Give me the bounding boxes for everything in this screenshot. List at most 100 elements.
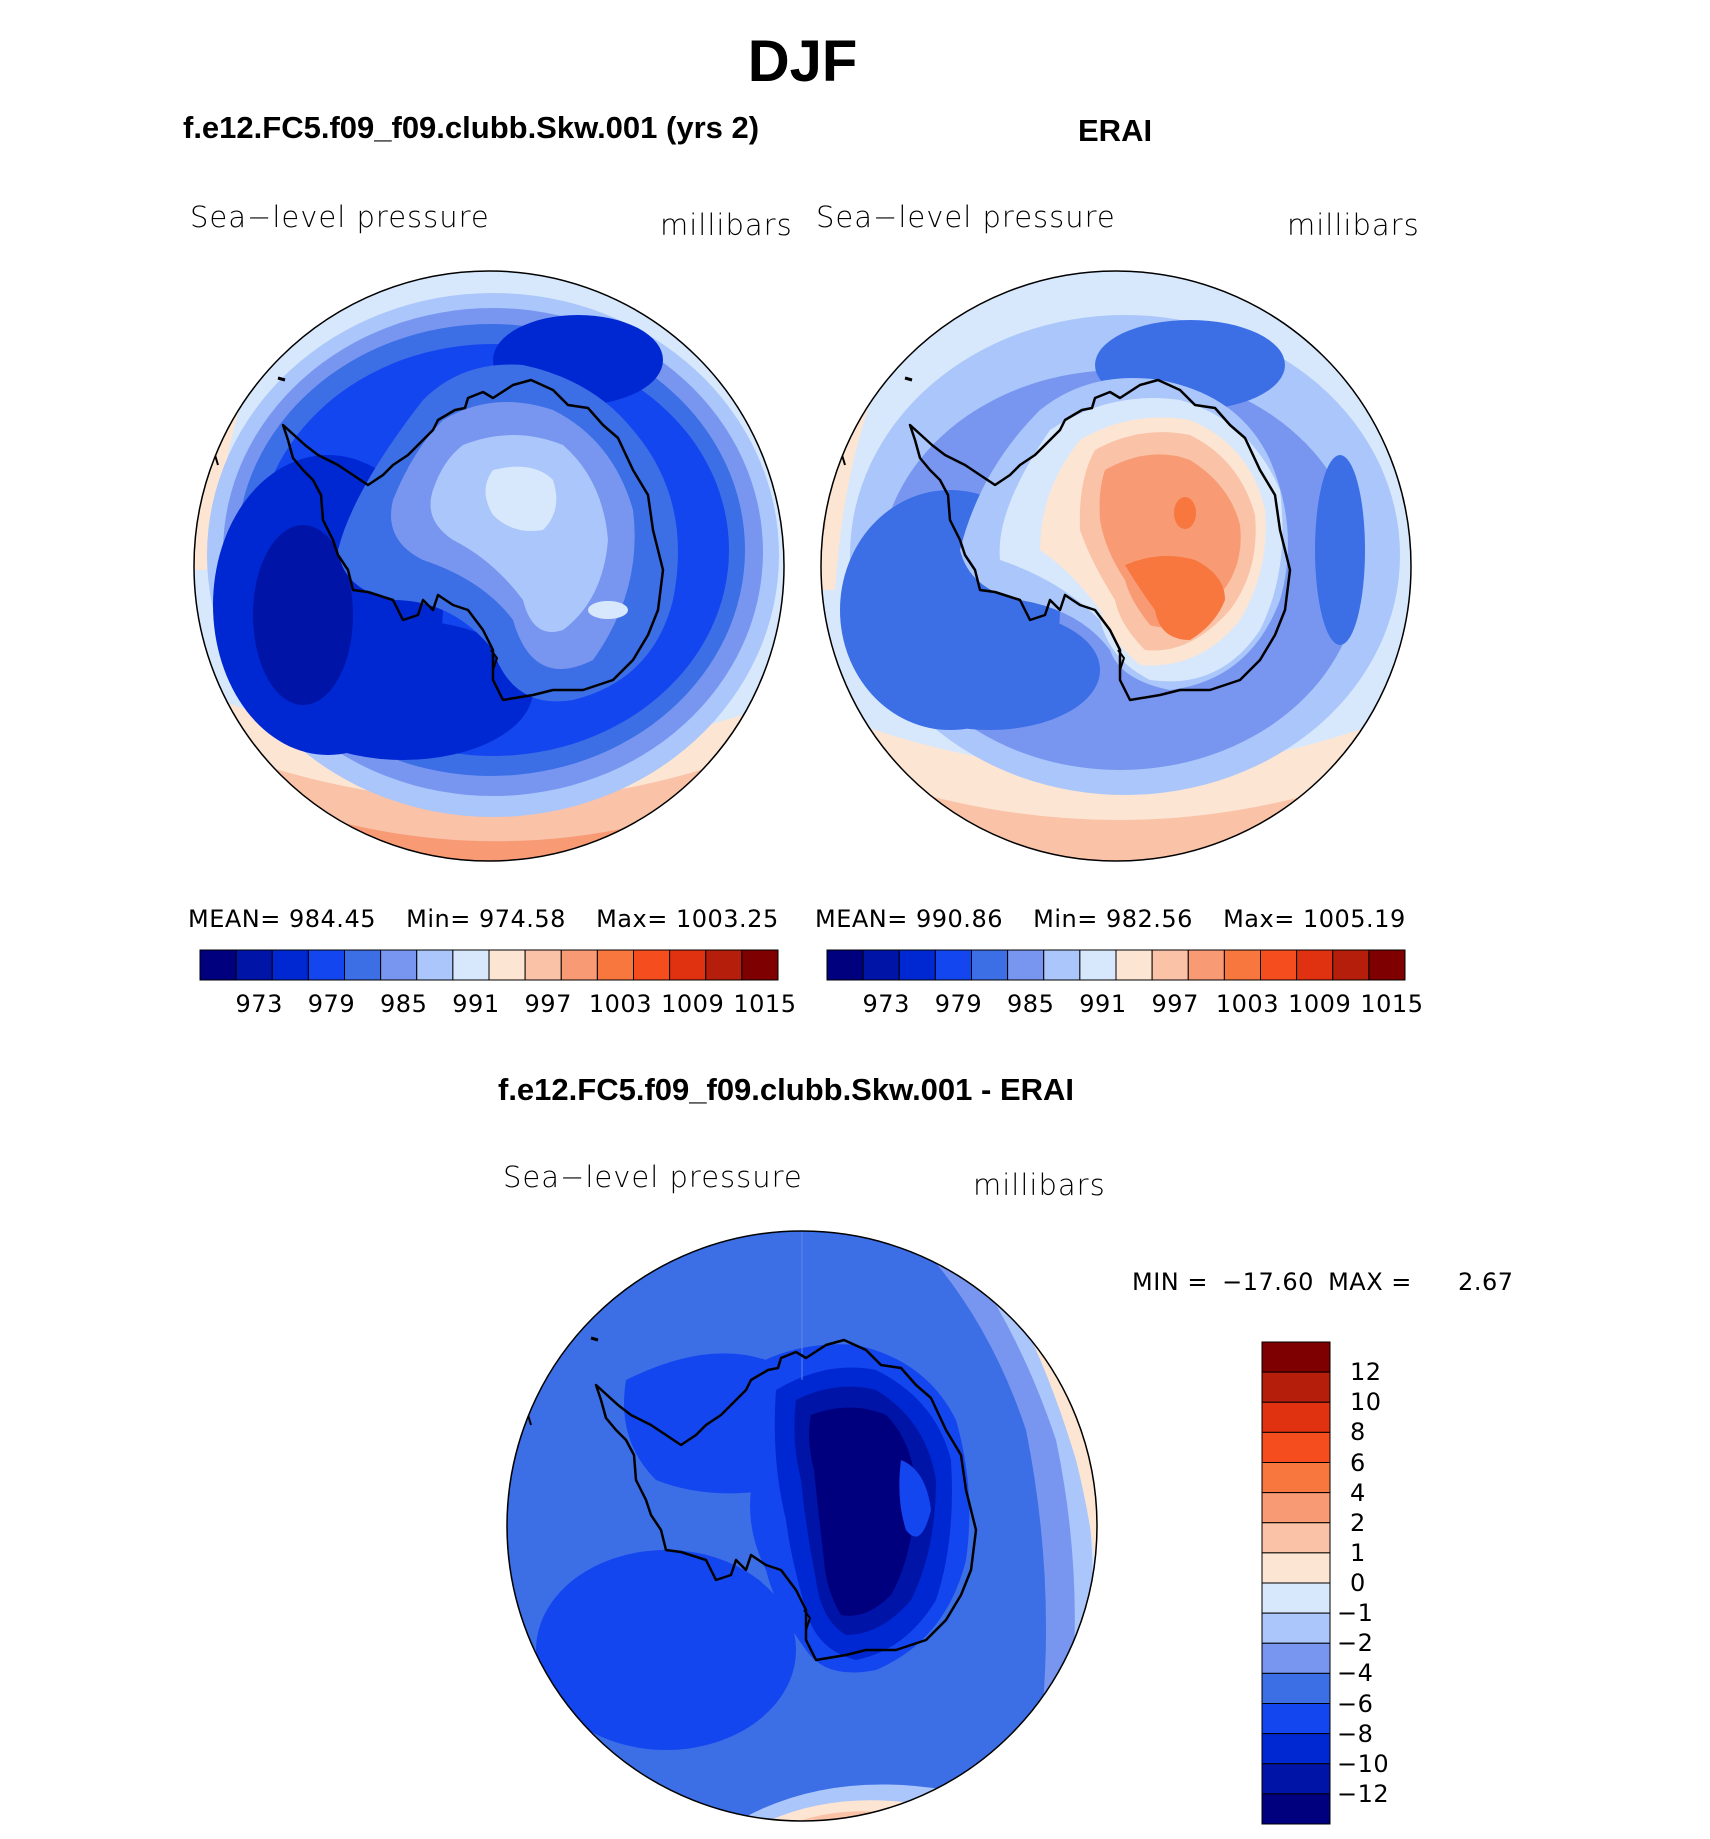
panel3-colorbar-swatch <box>1261 1612 1331 1644</box>
panel3-colorbar-swatch <box>1261 1793 1331 1825</box>
panel3-units-label: millibars <box>973 1168 1106 1202</box>
panel1-colorbar-swatch <box>271 949 309 981</box>
panel3-colorbar-tick-label: 6 <box>1350 1448 1366 1477</box>
panel2-colorbar-swatch <box>1332 949 1370 981</box>
panel2-colorbar-swatch <box>934 949 972 981</box>
panel3-colorbar-tick-label: 4 <box>1350 1478 1366 1507</box>
panel2-colorbar-tick-label: 979 <box>934 990 983 1018</box>
panel3-colorbar-swatch <box>1261 1703 1331 1735</box>
panel2-colorbar-swatch <box>1115 949 1153 981</box>
panel3-colorbar-swatch <box>1261 1522 1331 1554</box>
panel3-colorbar-swatch <box>1261 1431 1331 1463</box>
panel1-colorbar <box>199 949 779 981</box>
panel3-max-value: 2.67 <box>1458 1268 1514 1296</box>
panel2-max-value: 1005.19 <box>1302 905 1406 933</box>
panel3-colorbar-swatch <box>1261 1582 1331 1614</box>
panel1-colorbar-swatch <box>307 949 345 981</box>
panel2-colorbar <box>826 949 1406 981</box>
panel2-mean-label: MEAN= <box>815 905 908 933</box>
panel2-colorbar-swatch <box>971 949 1009 981</box>
panel1-colorbar-tick-label: 997 <box>524 990 572 1018</box>
panel1-colorbar-swatch <box>380 949 418 981</box>
panel2-colorbar-tick-label: 1015 <box>1360 990 1424 1018</box>
panel1-max-value: 1003.25 <box>675 905 779 933</box>
panel1-mean-label: MEAN= <box>188 905 281 933</box>
panel2-colorbar-tick-label: 1009 <box>1288 990 1352 1018</box>
panel1-title: f.e12.FC5.f09_f09.clubb.Skw.001 (yrs 2) <box>183 110 760 145</box>
panel3-colorbar-swatch <box>1261 1462 1331 1494</box>
panel3-colorbar-tick-label: −2 <box>1337 1629 1374 1658</box>
panel3-variable-label: Sea−level pressure <box>503 1160 803 1194</box>
panel1-colorbar-swatch <box>235 949 273 981</box>
panel1-colorbar-tick-label: 1015 <box>733 990 797 1018</box>
panel2-colorbar-swatch <box>1260 949 1298 981</box>
panel2-min-value: 982.56 <box>1105 905 1193 933</box>
panel3-colorbar-swatch <box>1261 1733 1331 1765</box>
panel3-min-label: MIN = <box>1132 1268 1208 1296</box>
panel1-max-label: Max= <box>596 905 668 933</box>
panel3-colorbar-swatch <box>1261 1672 1331 1704</box>
panel2-title: ERAI <box>1078 113 1153 148</box>
main-title: DJF <box>747 29 858 94</box>
panel1-colorbar-tick-label: 1003 <box>588 990 652 1018</box>
panel1-variable-label: Sea−level pressure <box>190 200 490 234</box>
panel2-variable-label: Sea−level pressure <box>816 200 1116 234</box>
panel1-mean-value: 984.45 <box>289 905 376 933</box>
panel1-colorbar-swatch <box>741 949 779 981</box>
panel3-colorbar <box>1261 1341 1331 1825</box>
panel3-colorbar-tick-label: −12 <box>1337 1779 1390 1808</box>
panel3-colorbar-swatch <box>1261 1492 1331 1524</box>
panel1-colorbar-tick-label: 1009 <box>661 990 725 1018</box>
panel3-title: f.e12.FC5.f09_f09.clubb.Skw.001 - ERAI <box>498 1072 1075 1107</box>
panel1-colorbar-swatch <box>344 949 382 981</box>
panel2-colorbar-swatch <box>898 949 936 981</box>
panel2-colorbar-swatch <box>1043 949 1081 981</box>
panel1-units-label: millibars <box>660 208 793 242</box>
panel3-colorbar-swatch <box>1261 1642 1331 1674</box>
panel2-colorbar-tick-label: 997 <box>1151 990 1199 1018</box>
panel2-map <box>820 270 1412 862</box>
panel1-colorbar-swatch <box>488 949 526 981</box>
panel3-colorbar-swatch <box>1261 1401 1331 1433</box>
panel2-min-label: Min= <box>1033 905 1098 933</box>
panel1-colorbar-swatch <box>452 949 490 981</box>
panel2-colorbar-swatch <box>1151 949 1189 981</box>
panel3-colorbar-tick-label: 10 <box>1350 1388 1382 1417</box>
panel1-colorbar-swatch <box>633 949 671 981</box>
panel3-colorbar-swatch <box>1261 1341 1331 1373</box>
panel3-colorbar-tick-label: −1 <box>1337 1599 1374 1628</box>
panel1-colorbar-tick-label: 979 <box>307 990 356 1018</box>
panel3-colorbar-tick-label: 12 <box>1350 1358 1382 1387</box>
panel2-colorbar-swatch <box>1187 949 1225 981</box>
panel3-map <box>506 1230 1098 1822</box>
panel1-colorbar-tick-label: 985 <box>380 990 428 1018</box>
panel3-max-label: MAX = <box>1328 1268 1412 1296</box>
panel1-colorbar-swatch <box>596 949 634 981</box>
panel3-min-value: −17.60 <box>1222 1268 1314 1296</box>
panel1-min-value: 974.58 <box>478 905 566 933</box>
panel2-colorbar-tick-label: 991 <box>1079 990 1127 1018</box>
panel3-colorbar-tick-label: −10 <box>1337 1749 1390 1778</box>
panel1-colorbar-swatch <box>669 949 707 981</box>
panel2-mean-value: 990.86 <box>916 905 1003 933</box>
panel3-colorbar-tick-label: −6 <box>1337 1689 1374 1718</box>
panel2-colorbar-tick-label: 985 <box>1007 990 1055 1018</box>
panel3-colorbar-tick-label: 2 <box>1350 1508 1366 1537</box>
panel2-units-label: millibars <box>1287 208 1420 242</box>
panel2-colorbar-tick-label: 973 <box>862 990 910 1018</box>
panel3-colorbar-tick-label: −8 <box>1337 1719 1374 1748</box>
panel1-colorbar-swatch <box>560 949 598 981</box>
panel2-colorbar-swatch <box>1368 949 1406 981</box>
panel1-map <box>193 270 785 862</box>
panel3-colorbar-tick-label: 0 <box>1350 1569 1366 1597</box>
panel1-colorbar-swatch <box>416 949 454 981</box>
panel3-colorbar-tick-label: 1 <box>1350 1538 1366 1567</box>
panel3-colorbar-swatch <box>1261 1552 1331 1584</box>
panel2-colorbar-tick-label: 1003 <box>1215 990 1279 1018</box>
panel2-colorbar-swatch <box>862 949 900 981</box>
panel3-colorbar-tick-label: −4 <box>1337 1659 1374 1688</box>
panel1-colorbar-tick-label: 973 <box>235 990 283 1018</box>
panel1-colorbar-tick-label: 991 <box>452 990 500 1018</box>
panel1-min-label: Min= <box>406 905 471 933</box>
panel1-colorbar-swatch <box>199 949 237 981</box>
